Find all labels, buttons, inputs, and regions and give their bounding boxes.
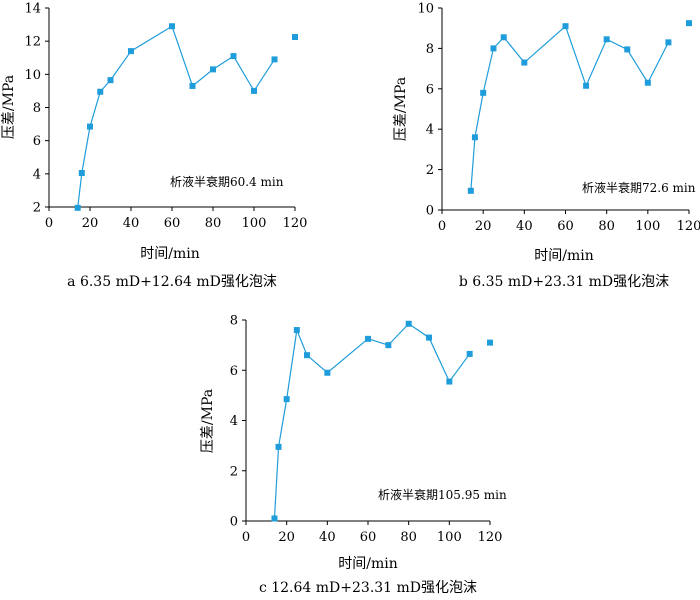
data-point [583,82,590,89]
chart-caption: b 6.35 mD+23.31 mD强化泡沫 [459,274,669,290]
half-life-annotation: 析液半衰期72.6 min [582,180,696,195]
y-tick-label: 2 [426,163,434,178]
x-tick-label: 20 [475,219,492,234]
y-tick-label: 0 [426,204,434,219]
data-point [426,334,432,341]
x-tick-label: 80 [598,219,615,234]
x-tick-label: 100 [437,530,462,545]
data-point [490,45,497,52]
data-point [189,82,196,89]
y-tick-label: 6 [230,364,238,379]
data-point [644,79,651,86]
y-tick-label: 4 [426,123,434,138]
series-line [77,25,276,208]
x-tick-label: 40 [516,219,533,234]
data-point [471,134,478,141]
data-point [446,378,453,385]
data-point [293,327,300,334]
data-point [480,89,487,96]
x-tick-label: 20 [82,216,99,231]
data-point [78,170,85,177]
y-tick-label: 8 [426,42,434,57]
y-tick-label: 14 [24,2,41,17]
y-tick-label: 6 [426,82,434,97]
y-tick-label: 10 [417,2,434,17]
x-tick-label: 0 [438,219,446,234]
x-tick-label: 20 [278,530,295,545]
y-tick-label: 12 [24,35,41,50]
data-point [665,39,672,46]
data-point [283,396,290,403]
data-point [74,204,81,211]
data-point [385,342,392,349]
y-tick-label: 2 [33,201,41,216]
y-tick-label: 2 [230,464,238,479]
data-point [271,56,278,63]
data-point [271,515,278,522]
y-tick-label: 10 [24,68,41,83]
y-tick-label: 4 [33,167,41,182]
x-axis-title: 时间/min [338,556,398,572]
data-point [467,187,474,194]
data-point [405,320,412,327]
half-life-annotation: 析液半衰期105.95 min [378,487,507,502]
y-tick-label: 8 [33,101,41,116]
data-point [210,66,216,73]
y-tick-label: 4 [230,414,238,429]
data-point [466,350,473,357]
y-tick-label: 0 [230,515,238,530]
x-tick-label: 60 [557,219,574,234]
x-tick-label: 120 [283,216,308,231]
y-tick-label: 8 [230,314,238,329]
x-tick-label: 120 [478,530,503,545]
x-tick-label: 60 [360,530,377,545]
series-line [273,322,471,519]
data-point [128,48,134,55]
data-point [487,339,493,346]
y-tick-label: 6 [33,134,41,149]
data-point [521,59,528,66]
chart-caption: a 6.35 mD+12.64 mD强化泡沫 [67,274,277,290]
x-tick-label: 80 [400,530,417,545]
data-point [169,23,175,30]
x-tick-label: 0 [242,530,250,545]
data-point [365,335,371,342]
y-axis-title: 压差/MPa [200,389,216,453]
x-tick-label: 100 [242,216,267,231]
data-point [686,20,692,27]
x-tick-label: 40 [123,216,140,231]
data-point [275,443,282,450]
data-point [107,77,114,84]
data-point [251,87,257,94]
data-point [87,123,93,130]
data-point [292,34,298,41]
x-tick-label: 120 [677,219,700,234]
x-axis-title: 时间/min [534,248,594,264]
data-point [230,53,237,60]
data-point [500,34,507,41]
y-axis-title: 压差/MPa [1,75,17,139]
series-line [470,25,669,191]
x-tick-label: 80 [205,216,222,231]
chart-panel-a: 2 4 6 8 10 12 14 0 20 40 60 80 100 120 时间/min 压差/MPa 析液半… [1,2,307,291]
x-tick-label: 100 [635,219,660,234]
data-point [304,352,310,359]
x-tick-label: 40 [319,530,336,545]
data-point [97,88,104,95]
data-point [324,369,331,376]
chart-caption: c 12.64 mD+23.31 mD强化泡沫 [259,580,477,596]
x-tick-label: 60 [164,216,181,231]
y-axis-title: 压差/MPa [393,77,409,141]
data-point [562,23,569,30]
half-life-annotation: 析液半衰期60.4 min [170,174,284,189]
x-axis-title: 时间/min [140,246,200,262]
data-point [624,46,631,53]
x-tick-label: 0 [45,216,53,231]
data-point [603,36,610,43]
